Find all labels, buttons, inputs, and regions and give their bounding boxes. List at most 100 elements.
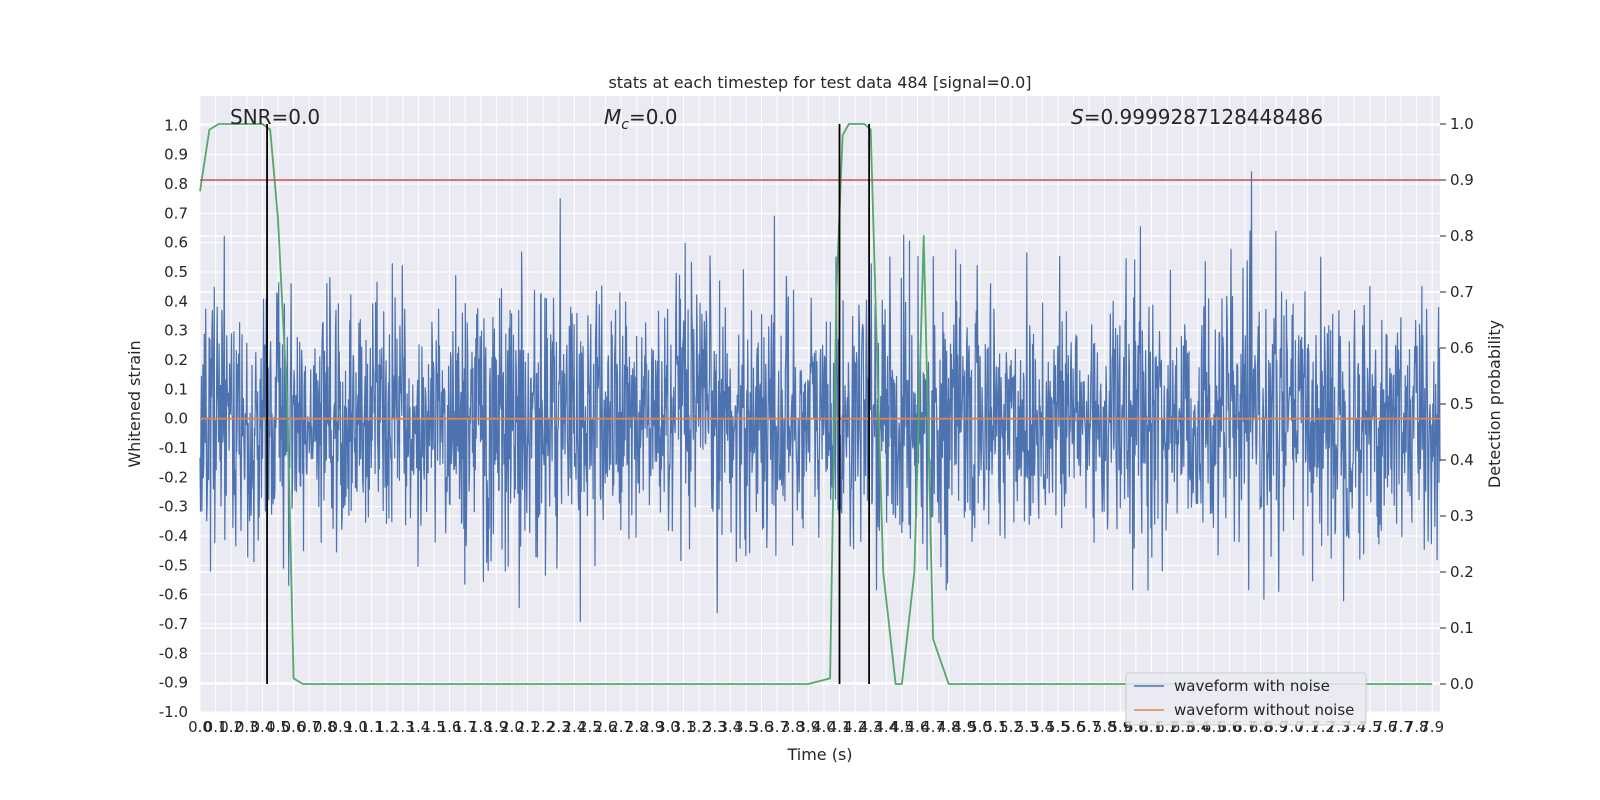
x-tick-label: 2.7 (609, 718, 633, 736)
x-tick-label: 1.8 (469, 718, 493, 736)
score-symbol: S (1071, 105, 1084, 129)
x-tick-label: 2.9 (640, 718, 664, 736)
x-tick-label: 1.1 (360, 718, 384, 736)
x-tick-label: 5.3 (1015, 718, 1039, 736)
x-tick-label: 7.9 (1420, 718, 1444, 736)
right-y-tick-label: 0.5 (1450, 395, 1474, 413)
right-axis-label: Detection probability (1485, 320, 1504, 488)
x-tick-label: 3.8 (781, 718, 805, 736)
x-tick-label: 4.5 (890, 718, 914, 736)
left-y-tick-label: 0.4 (164, 292, 188, 310)
x-tick-label: 3.5 (734, 718, 758, 736)
x-tick-label: 2.1 (516, 718, 540, 736)
x-tick-label: 3.2 (687, 718, 711, 736)
right-y-tick-label: 0.1 (1450, 619, 1474, 637)
noise-waveform-line (199, 171, 1441, 622)
x-tick-label: 3.9 (796, 718, 820, 736)
x-tick-label: 3.4 (718, 718, 742, 736)
snr-annotation: SNR=0.0 (230, 105, 320, 129)
left-y-tick-label: 0.5 (164, 263, 188, 281)
series-waveform-with-noise (199, 171, 1441, 622)
x-tick-label: 4.3 (859, 718, 883, 736)
right-y-tick-label: 0.8 (1450, 227, 1474, 245)
x-tick-label: 5.5 (1046, 718, 1070, 736)
x-tick-label: 4.8 (937, 718, 961, 736)
x-tick-label: 0.5 (266, 718, 290, 736)
x-tick-label: 4.2 (843, 718, 867, 736)
x-tick-label: 4.7 (921, 718, 945, 736)
legend-box (1125, 672, 1367, 726)
left-y-tick-label: -0.7 (159, 615, 188, 633)
x-tick-label: 4.9 (952, 718, 976, 736)
right-y-tick-label: 0.2 (1450, 563, 1474, 581)
right-axis-ticks: 0.0 0.1 0.2 0.3 0.4 0.5 0.6 0.7 0.8 0.9 1.0 (1440, 115, 1474, 693)
right-y-tick-label: 0.9 (1450, 171, 1474, 189)
x-tick-label: 0.9 (328, 718, 352, 736)
chirp-mass-annotation: Mc=0.0 (604, 105, 678, 133)
left-y-tick-label: 0.9 (164, 146, 188, 164)
left-y-tick-label: -0.6 (159, 586, 188, 604)
right-y-tick-label: 0.0 (1450, 675, 1474, 693)
x-tick-label: 1.5 (422, 718, 446, 736)
x-tick-label: 0.0 (188, 718, 212, 736)
x-axis-label: Time (s) (786, 745, 852, 764)
left-y-tick-label: -0.1 (159, 439, 188, 457)
x-tick-label: 0.8 (313, 718, 337, 736)
x-tick-label: 5.0 (968, 718, 992, 736)
x-tick-label: 1.0 (344, 718, 368, 736)
left-y-tick-label: 0.6 (164, 234, 188, 252)
score-annotation: S=0.9999287128448486 (1071, 105, 1323, 129)
x-tick-label: 1.2 (375, 718, 399, 736)
x-tick-label: 2.5 (578, 718, 602, 736)
x-tick-label: 5.4 (1030, 718, 1054, 736)
x-tick-label: 3.3 (703, 718, 727, 736)
x-tick-label: 5.1 (984, 718, 1008, 736)
x-tick-label: 2.4 (562, 718, 586, 736)
left-y-tick-label: -0.3 (159, 498, 188, 516)
x-tick-label: 5.6 (1062, 718, 1086, 736)
right-y-tick-label: 0.6 (1450, 339, 1474, 357)
x-tick-label: 1.9 (484, 718, 508, 736)
x-tick-label: 7.6 (1373, 718, 1397, 736)
left-y-tick-label: 0.2 (164, 351, 188, 369)
left-y-tick-label: 1.0 (164, 116, 188, 134)
left-y-tick-label: -0.2 (159, 468, 188, 486)
x-tick-label: 1.3 (391, 718, 415, 736)
x-tick-label: 0.1 (204, 718, 228, 736)
x-tick-label: 3.7 (765, 718, 789, 736)
x-tick-label: 2.6 (594, 718, 618, 736)
x-tick-label: 5.7 (1077, 718, 1101, 736)
x-tick-label: 3.1 (672, 718, 696, 736)
x-tick-label: 5.8 (1093, 718, 1117, 736)
x-tick-label: 0.4 (250, 718, 274, 736)
legend-label-clean: waveform without noise (1174, 701, 1354, 719)
x-tick-label: 7.8 (1405, 718, 1429, 736)
right-y-tick-label: 0.4 (1450, 451, 1474, 469)
legend: waveform with noise waveform without noi… (1125, 672, 1367, 726)
x-tick-label: 1.6 (438, 718, 462, 736)
right-y-tick-label: 0.3 (1450, 507, 1474, 525)
left-y-tick-label: -0.8 (159, 644, 188, 662)
left-y-tick-label: -0.9 (159, 674, 188, 692)
x-tick-label: 3.6 (750, 718, 774, 736)
x-tick-label: 7.7 (1389, 718, 1413, 736)
x-tick-label: 0.3 (235, 718, 259, 736)
left-y-tick-label: -1.0 (159, 703, 188, 721)
left-y-tick-label: 0.7 (164, 204, 188, 222)
left-y-tick-label: -0.4 (159, 527, 188, 545)
legend-label-noise: waveform with noise (1174, 677, 1330, 695)
x-tick-label: 2.2 (531, 718, 555, 736)
series-detection-probability (199, 123, 1433, 685)
chirp-mass-symbol: M (604, 105, 621, 129)
x-tick-label: 2.8 (625, 718, 649, 736)
vertical-lines (266, 124, 871, 684)
x-tick-label: 0.7 (297, 718, 321, 736)
chart-title: stats at each timestep for test data 484… (608, 73, 1031, 92)
left-y-tick-label: 0.8 (164, 175, 188, 193)
left-y-tick-label: 0.3 (164, 322, 188, 340)
right-y-tick-label: 0.7 (1450, 283, 1474, 301)
left-axis-label: Whitened strain (125, 340, 144, 467)
left-y-tick-label: 0.1 (164, 380, 188, 398)
score-value: =0.9999287128448486 (1084, 105, 1323, 129)
